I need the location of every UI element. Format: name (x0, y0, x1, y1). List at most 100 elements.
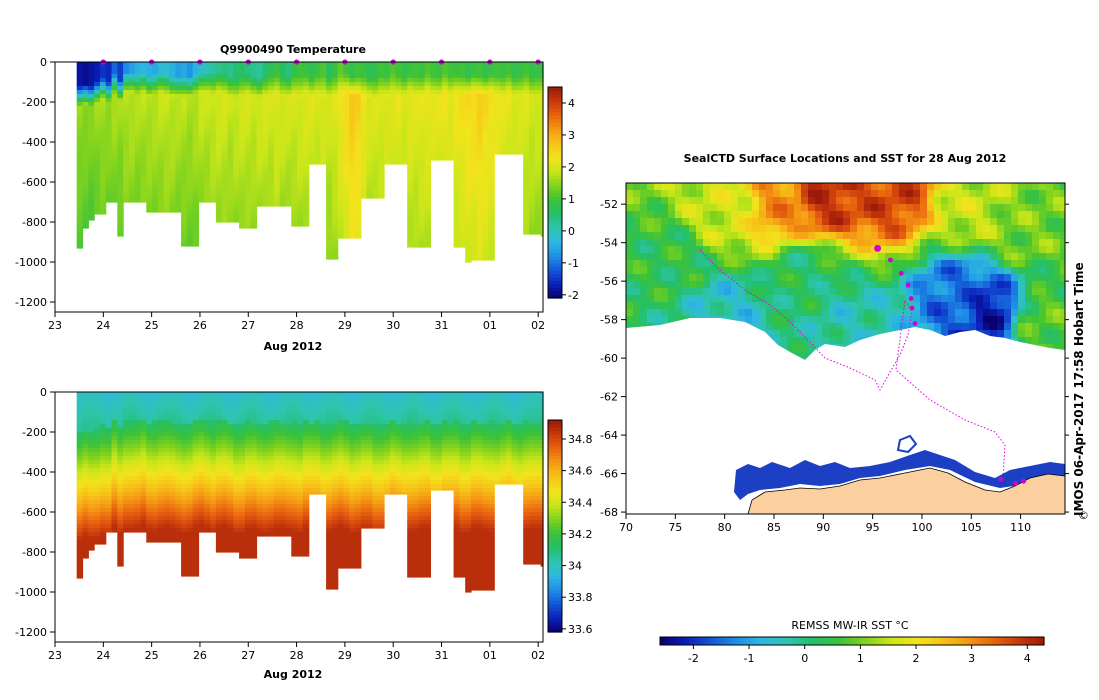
profile-cell (297, 146, 304, 151)
profile-cell (221, 218, 229, 223)
profile-cell (482, 198, 489, 203)
profile-cell (128, 70, 136, 75)
profile-cell (488, 86, 495, 91)
profile-cell (453, 74, 460, 79)
profile-cell (256, 122, 263, 127)
profile-cell (268, 440, 275, 445)
profile-cell (192, 122, 200, 127)
profile-cell (430, 150, 437, 155)
profile-cell (360, 154, 368, 159)
profile-cell (210, 396, 217, 401)
profile-cell (308, 158, 316, 163)
profile-cell (250, 98, 258, 103)
profile-cell (331, 186, 339, 191)
profile-cell (331, 134, 339, 139)
profile-cell (430, 158, 437, 161)
profile-cell (204, 480, 211, 485)
profile-cell (476, 110, 484, 115)
profile-cell (140, 150, 147, 155)
profile-cell (215, 448, 223, 453)
profile-cell (239, 226, 246, 229)
profile-cell (82, 496, 89, 501)
profile-cell (227, 162, 234, 167)
profile-cell (169, 468, 176, 473)
profile-cell (105, 126, 113, 131)
colorbar-segment (548, 252, 562, 257)
profile-cell (360, 126, 368, 131)
profile-cell (337, 114, 345, 119)
profile-cell (163, 412, 171, 417)
profile-cell (523, 174, 530, 179)
profile-cell (152, 130, 159, 135)
profile-cell (308, 70, 316, 75)
profile-cell (128, 512, 136, 517)
profile-cell (128, 444, 136, 449)
profile-cell (355, 174, 362, 179)
profile-cell (175, 540, 182, 543)
profile-cell (297, 122, 304, 127)
profile-cell (424, 114, 431, 119)
profile-cell (88, 154, 95, 159)
profile-cell (488, 94, 495, 99)
profile-cell (523, 146, 530, 151)
profile-cell (244, 154, 252, 159)
profile-cell (163, 428, 171, 433)
profile-cell (163, 436, 171, 441)
profile-cell (192, 162, 200, 167)
profile-cell (407, 182, 414, 187)
profile-column (308, 62, 316, 165)
profile-cell (192, 460, 200, 465)
profile-cell (331, 194, 339, 199)
profile-cell (413, 142, 420, 147)
profile-cell (186, 552, 194, 557)
profile-cell (355, 110, 362, 115)
profile-cell (331, 242, 339, 247)
profile-column (123, 392, 130, 533)
profile-cell (407, 62, 414, 67)
profile-cell (256, 468, 263, 473)
profile-cell (140, 432, 147, 437)
profile-cell (320, 416, 327, 421)
profile-cell (204, 186, 211, 191)
profile-cell (181, 154, 188, 159)
profile-cell (488, 230, 495, 235)
profile-cell (529, 198, 536, 203)
profile-cell (227, 448, 234, 453)
profile-cell (459, 230, 466, 235)
profile-cell (262, 190, 269, 195)
profile-cell (181, 198, 188, 203)
profile-cell (424, 238, 431, 243)
profile-cell (128, 106, 136, 111)
profile-cell (117, 556, 124, 561)
profile-cell (94, 70, 101, 75)
profile-cell (262, 484, 269, 489)
profile-cell (320, 484, 327, 489)
profile-cell (169, 210, 176, 213)
profile-cell (215, 436, 223, 441)
profile-cell (523, 94, 530, 99)
profile-cell (99, 436, 107, 441)
profile-cell (331, 154, 339, 159)
profile-cell (291, 536, 298, 541)
profile-cell (210, 194, 217, 199)
profile-cell (215, 408, 223, 413)
profile-cell (407, 162, 414, 167)
profile-cell (88, 544, 95, 549)
profile-cell (76, 146, 84, 151)
profile-cell (285, 392, 292, 397)
profile-cell (459, 78, 466, 83)
profile-cell (273, 198, 281, 203)
profile-cell (181, 468, 188, 473)
profile-cell (117, 492, 124, 497)
profile-cell (384, 90, 391, 95)
profile-cell (279, 154, 287, 159)
profile-cell (204, 102, 211, 107)
profile-cell (175, 488, 182, 493)
profile-cell (320, 130, 327, 135)
profile-cell (233, 408, 240, 413)
profile-cell (233, 74, 240, 79)
profile-cell (349, 78, 356, 83)
profile-cell (262, 472, 269, 477)
profile-cell (291, 512, 298, 517)
profile-cell (500, 66, 507, 71)
